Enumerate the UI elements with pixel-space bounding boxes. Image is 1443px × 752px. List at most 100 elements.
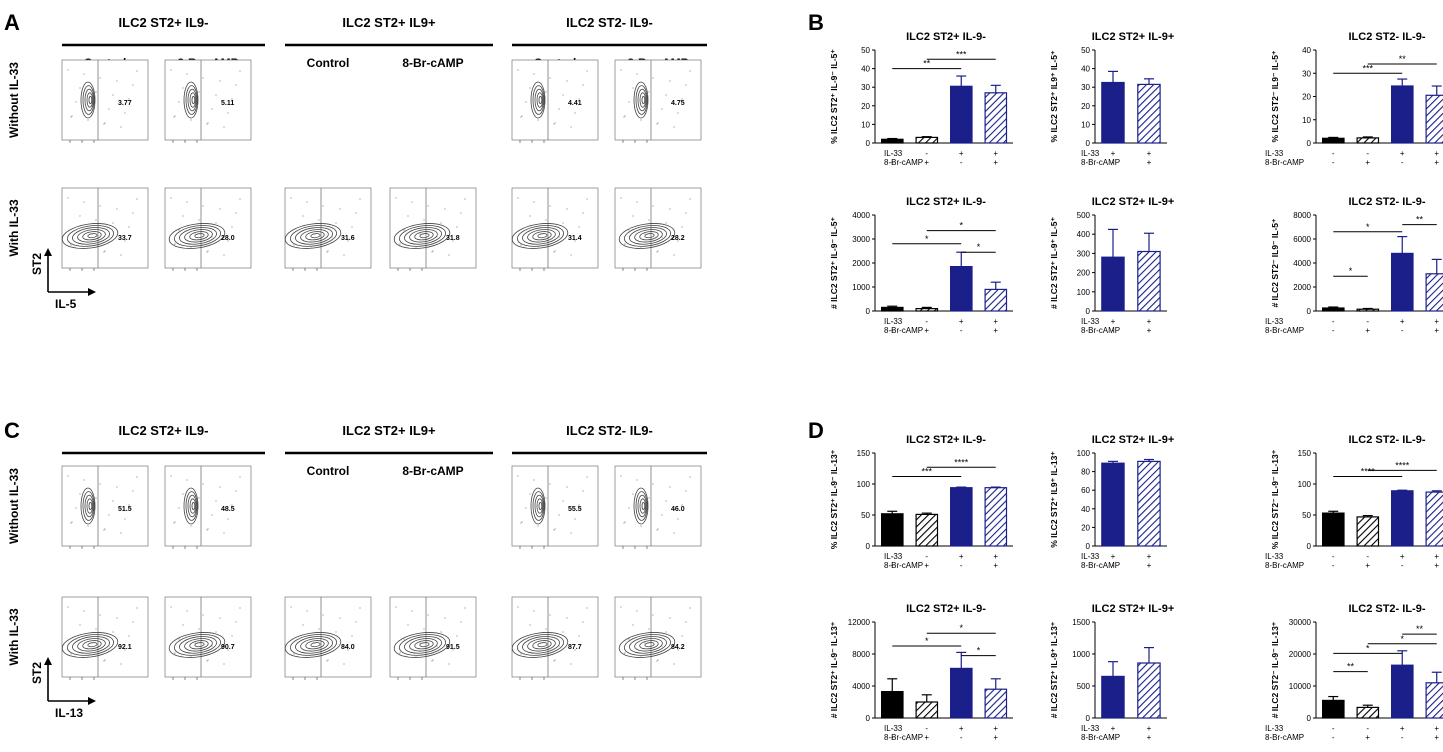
contour-line xyxy=(404,636,442,654)
contour-line xyxy=(639,498,646,514)
legend-il33: IL-33 xyxy=(884,552,903,561)
y-tick-label: 0 xyxy=(1307,307,1312,316)
flow-plot: 84.0 xyxy=(284,596,372,680)
event-dot xyxy=(436,645,438,647)
contour-line xyxy=(532,491,545,521)
event-dot xyxy=(235,212,237,214)
event-dot xyxy=(620,606,622,608)
event-dot xyxy=(661,108,663,110)
gate-percent: 31.8 xyxy=(446,235,460,242)
event-dot xyxy=(104,122,106,124)
event-dot xyxy=(211,645,213,647)
event-dot xyxy=(545,497,547,499)
event-dot xyxy=(71,243,73,245)
il33-sign: + xyxy=(1434,552,1439,561)
significance-label: **** xyxy=(1361,467,1376,477)
y-tick-label: 10 xyxy=(1302,116,1311,125)
row-label: Without IL-33 xyxy=(7,62,21,138)
contour-line xyxy=(88,96,93,105)
contour-line xyxy=(189,640,209,650)
y-tick-label: 0 xyxy=(866,714,871,723)
chart-title: ILC2 ST2+ IL-9- xyxy=(906,196,986,208)
contour-line xyxy=(641,96,646,105)
bar xyxy=(1101,256,1125,312)
il33-sign: + xyxy=(1434,149,1439,158)
flow-plot: 4.41 xyxy=(511,59,599,143)
y-tick-label: 6000 xyxy=(1293,235,1311,244)
contour-line xyxy=(295,227,333,245)
y-axis-label: # ILC2 ST2⁺ IL-9⁻ IL-5⁺ xyxy=(829,217,839,309)
il33-sign: - xyxy=(1366,317,1369,326)
il33-sign: - xyxy=(891,317,894,326)
event-dot xyxy=(661,514,663,516)
il33-sign: + xyxy=(1111,149,1116,158)
event-dot xyxy=(533,610,535,612)
event-dot xyxy=(553,529,555,531)
event-dot xyxy=(173,116,175,118)
event-dot xyxy=(427,614,429,616)
contour-line xyxy=(419,233,430,239)
event-dot xyxy=(395,197,397,199)
y-axis-label: # ILC2 ST2⁺ IL-9⁺ IL-13⁺ xyxy=(1049,621,1059,718)
event-dot xyxy=(652,614,654,616)
bar xyxy=(880,513,904,547)
event-dot xyxy=(685,621,687,623)
contour-line xyxy=(88,501,93,510)
event-dot xyxy=(103,529,105,531)
event-dot xyxy=(186,479,188,481)
event-dot xyxy=(91,642,93,644)
contour-line xyxy=(414,231,434,241)
contour-line xyxy=(84,494,94,518)
contour-line xyxy=(194,233,205,239)
contour-line xyxy=(184,638,213,652)
event-dot xyxy=(170,475,172,477)
flow-plot: 31.6 xyxy=(284,187,372,271)
event-dot xyxy=(75,507,77,509)
chart-title: ILC2 ST2+ IL-9- xyxy=(906,434,986,446)
contour-line xyxy=(284,223,342,249)
group-title: ILC2 ST2+ IL9+ xyxy=(342,423,436,438)
bar xyxy=(949,266,973,312)
event-dot xyxy=(293,653,295,655)
event-dot xyxy=(624,243,626,245)
event-dot xyxy=(314,233,316,235)
bar xyxy=(1390,85,1414,144)
event-dot xyxy=(194,511,196,513)
event-dot xyxy=(673,254,675,256)
y-tick-label: 500 xyxy=(1077,211,1091,220)
event-dot xyxy=(423,219,425,221)
event-dot xyxy=(628,638,630,640)
event-dot xyxy=(132,490,134,492)
flow-plot: 28.0 xyxy=(164,187,252,271)
contour-line xyxy=(168,632,226,658)
camp-sign: + xyxy=(924,733,929,742)
il33-sign: + xyxy=(959,149,964,158)
event-dot xyxy=(517,197,519,199)
event-dot xyxy=(215,631,217,633)
event-dot xyxy=(566,486,568,488)
y-tick-label: 12000 xyxy=(848,618,871,627)
event-dot xyxy=(99,483,101,485)
bar xyxy=(915,513,939,547)
bar-chart-D4: ILC2 ST2+ IL-9- 0 4000 8000 12000 # ILC2 ST2⁺… xyxy=(829,603,1013,742)
contour-line xyxy=(635,491,648,521)
event-dot xyxy=(456,635,458,637)
event-dot xyxy=(554,528,556,530)
event-dot xyxy=(190,247,192,249)
event-dot xyxy=(67,197,69,199)
gate-percent: 4.75 xyxy=(671,100,685,107)
event-dot xyxy=(239,70,241,72)
column-label: 8-Br-cAMP xyxy=(402,56,463,70)
flow-plot: 48.5 xyxy=(164,465,252,549)
event-dot xyxy=(215,500,217,502)
event-dot xyxy=(624,521,626,523)
camp-sign: + xyxy=(1365,326,1370,335)
event-dot xyxy=(657,250,659,252)
event-dot xyxy=(586,607,588,609)
event-dot xyxy=(75,229,77,231)
event-dot xyxy=(136,476,138,478)
event-dot xyxy=(343,663,345,665)
panel-c: C ILC2 ST2+ IL9- ILC2 ST2+ IL9+ ILC2 ST2- I… xyxy=(4,418,707,720)
row-label: With IL-33 xyxy=(7,608,21,666)
legend-camp: 8-Br-cAMP xyxy=(1081,326,1120,335)
